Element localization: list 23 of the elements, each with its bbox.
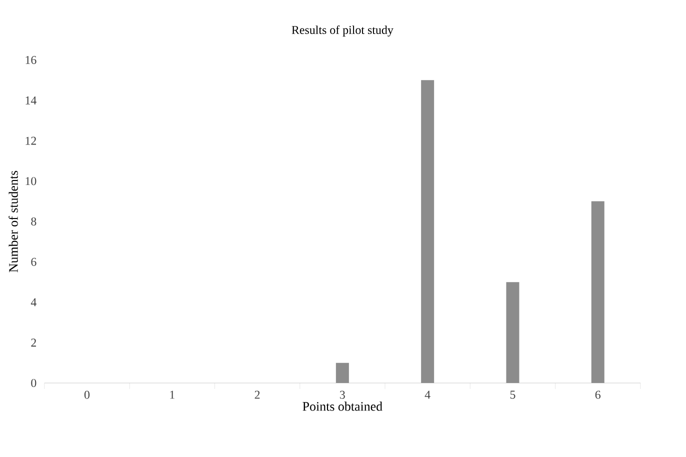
y-tick-label: 10 xyxy=(26,177,36,186)
x-tick-label: 6 xyxy=(595,390,600,399)
y-tick-label: 16 xyxy=(26,56,36,64)
x-tick-label: 2 xyxy=(254,390,260,399)
bar xyxy=(336,362,349,383)
y-tick-label: 2 xyxy=(31,338,36,347)
x-tick-label: 4 xyxy=(424,390,430,399)
y-tick-label: 12 xyxy=(26,136,36,145)
x-tick-label: 1 xyxy=(170,390,174,399)
y-tick-label: 4 xyxy=(30,298,36,306)
y-tick-label: 0 xyxy=(31,378,36,388)
y-tick-label: 14 xyxy=(26,96,36,104)
chart-title: Results of pilot study xyxy=(292,25,394,36)
x-tick-label: 0 xyxy=(84,390,90,399)
x-tick-label: 5 xyxy=(510,390,516,399)
bar xyxy=(506,282,520,383)
x-axis-title: Points obtained xyxy=(302,402,382,411)
bar xyxy=(591,201,604,383)
bar xyxy=(421,80,434,383)
y-tick-label: 8 xyxy=(31,217,36,226)
x-tick-label: 3 xyxy=(340,390,345,399)
y-tick-label: 6 xyxy=(31,258,36,266)
y-axis-title: Number of students xyxy=(8,170,18,272)
